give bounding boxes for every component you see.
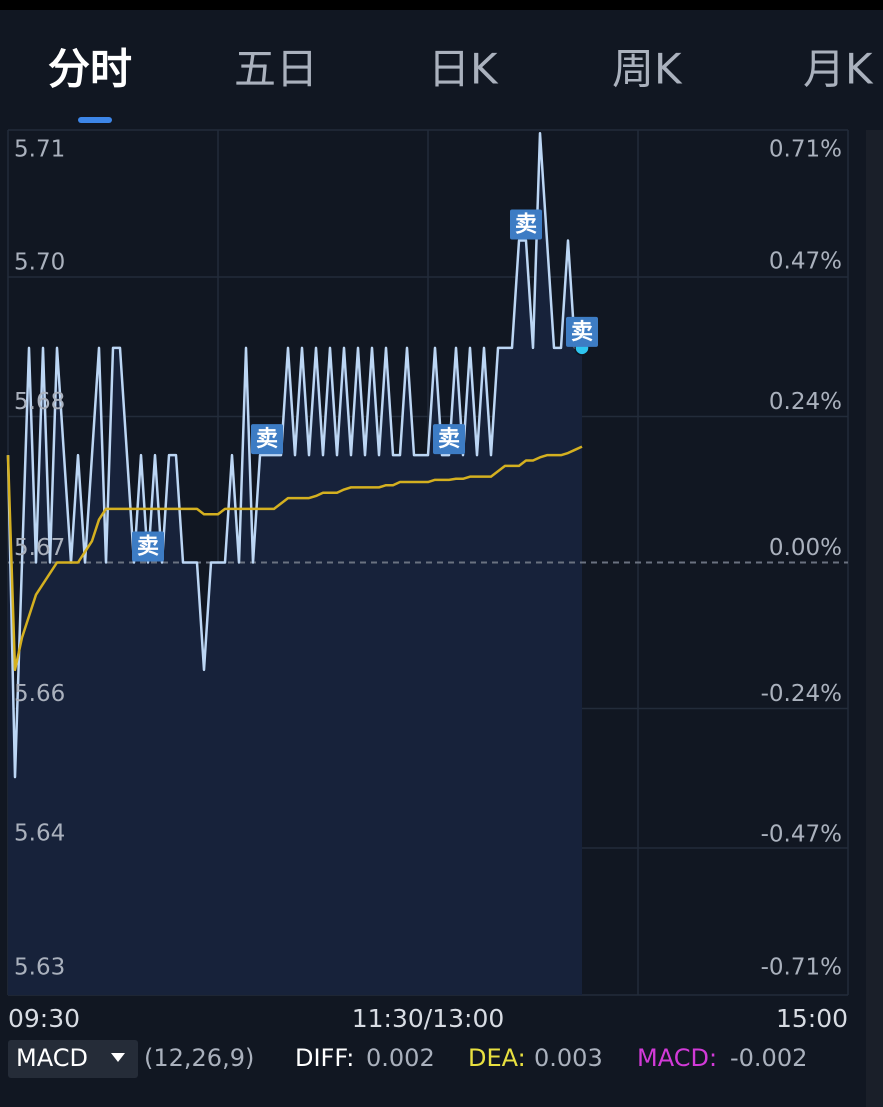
y2-tick-label: -0.47% bbox=[761, 821, 842, 847]
average-line bbox=[6, 445, 583, 672]
tab[interactable]: 日K bbox=[428, 45, 499, 94]
diff-value: 0.002 bbox=[366, 1044, 435, 1072]
tab[interactable]: 月K bbox=[803, 45, 874, 94]
tab[interactable]: 五日 bbox=[234, 45, 318, 94]
sell-marker-label: 卖 bbox=[515, 212, 537, 238]
y-tick-label: 5.71 bbox=[14, 137, 65, 163]
sell-marker-box bbox=[566, 316, 598, 347]
diff-label: DIFF: bbox=[295, 1044, 354, 1072]
y-tick-label: 5.68 bbox=[14, 389, 65, 415]
sell-marker: 卖 bbox=[132, 531, 164, 562]
sell-marker-box bbox=[132, 531, 164, 562]
status-bar bbox=[0, 0, 883, 10]
x-tick-label: 09:30 bbox=[8, 1004, 80, 1033]
y-tick-label: 5.67 bbox=[14, 535, 65, 561]
price-area bbox=[8, 133, 582, 995]
sell-marker-box bbox=[251, 424, 283, 455]
y-tick-label: 5.66 bbox=[14, 681, 65, 707]
macd-label: MACD: bbox=[637, 1044, 717, 1072]
y-tick-label: 5.63 bbox=[14, 955, 65, 981]
y2-tick-label: 0.71% bbox=[769, 137, 842, 163]
dea-label: DEA: bbox=[468, 1044, 526, 1072]
tab-indicator bbox=[78, 117, 112, 123]
sell-marker-label: 卖 bbox=[438, 426, 460, 452]
sell-marker-box bbox=[510, 209, 542, 240]
y2-tick-label: 0.47% bbox=[769, 249, 842, 275]
dea-value: 0.003 bbox=[534, 1044, 603, 1072]
y2-tick-label: -0.71% bbox=[761, 955, 842, 981]
x-tick-label: 11:30/13:00 bbox=[352, 1004, 505, 1033]
y2-tick-label: 0.00% bbox=[769, 535, 842, 561]
sell-marker: 卖 bbox=[566, 316, 598, 347]
sell-marker: 卖 bbox=[251, 424, 283, 455]
sell-marker: 卖 bbox=[433, 424, 465, 455]
dropdown-arrow bbox=[111, 1053, 125, 1062]
sell-marker-label: 卖 bbox=[256, 426, 278, 452]
price-line bbox=[6, 131, 582, 779]
tab[interactable]: 周K bbox=[612, 45, 683, 94]
macd-params: (12,26,9) bbox=[144, 1044, 254, 1072]
x-tick-label: 15:00 bbox=[776, 1004, 848, 1033]
macd-selector[interactable] bbox=[8, 1040, 138, 1078]
y2-tick-label: 0.24% bbox=[769, 389, 842, 415]
sell-marker-box bbox=[433, 424, 465, 455]
macd-value: -0.002 bbox=[730, 1044, 807, 1072]
sell-marker: 卖 bbox=[510, 209, 542, 240]
y2-tick-label: -0.24% bbox=[761, 681, 842, 707]
y-tick-label: 5.64 bbox=[14, 820, 65, 846]
macd-name: MACD bbox=[16, 1044, 88, 1072]
y-tick-label: 5.70 bbox=[14, 250, 65, 276]
sell-marker-label: 卖 bbox=[571, 319, 593, 345]
sell-marker-label: 卖 bbox=[137, 534, 159, 560]
tab[interactable]: 分时 bbox=[48, 45, 132, 94]
side-panel bbox=[866, 130, 883, 1107]
